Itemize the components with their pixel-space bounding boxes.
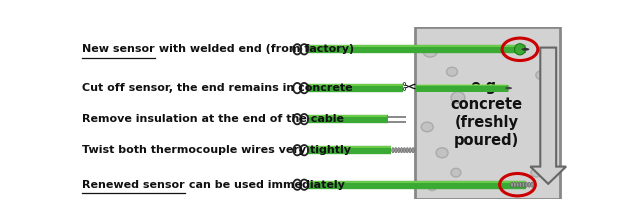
- Ellipse shape: [513, 182, 516, 187]
- Ellipse shape: [451, 168, 461, 177]
- Ellipse shape: [525, 182, 527, 187]
- Ellipse shape: [400, 148, 403, 153]
- FancyArrow shape: [531, 47, 566, 184]
- Text: Remove insulation at the end of the cable: Remove insulation at the end of the cabl…: [83, 114, 344, 124]
- Ellipse shape: [412, 148, 414, 153]
- Text: Renewed sensor: Renewed sensor: [83, 180, 185, 190]
- Text: Twist both thermocouple wires very tightly: Twist both thermocouple wires very tight…: [83, 145, 351, 155]
- Circle shape: [522, 48, 529, 51]
- Ellipse shape: [519, 182, 522, 187]
- Bar: [415, 27, 560, 199]
- Ellipse shape: [394, 148, 397, 153]
- Text: ✂: ✂: [401, 79, 417, 97]
- Ellipse shape: [406, 148, 408, 153]
- Ellipse shape: [511, 182, 513, 187]
- Ellipse shape: [528, 182, 531, 187]
- Ellipse shape: [531, 182, 533, 187]
- Ellipse shape: [397, 148, 400, 153]
- Text: Cut off sensor, the end remains in concrete: Cut off sensor, the end remains in concr…: [83, 83, 353, 93]
- Text: e.g.
concrete
(freshly
poured): e.g. concrete (freshly poured): [451, 79, 523, 148]
- Text: New sensor: New sensor: [83, 44, 155, 54]
- Ellipse shape: [409, 148, 412, 153]
- Ellipse shape: [522, 182, 525, 187]
- Ellipse shape: [421, 122, 433, 132]
- Ellipse shape: [531, 168, 542, 177]
- Ellipse shape: [403, 148, 406, 153]
- Ellipse shape: [536, 71, 547, 80]
- Ellipse shape: [515, 44, 525, 55]
- Ellipse shape: [451, 92, 465, 103]
- Ellipse shape: [447, 67, 458, 76]
- Ellipse shape: [436, 148, 448, 158]
- Circle shape: [505, 87, 512, 89]
- Text: with welded end (from factory): with welded end (from factory): [155, 44, 354, 54]
- Text: can be used immediately: can be used immediately: [185, 180, 345, 190]
- Ellipse shape: [516, 182, 519, 187]
- Ellipse shape: [423, 47, 437, 57]
- Ellipse shape: [392, 148, 394, 153]
- Ellipse shape: [428, 182, 436, 191]
